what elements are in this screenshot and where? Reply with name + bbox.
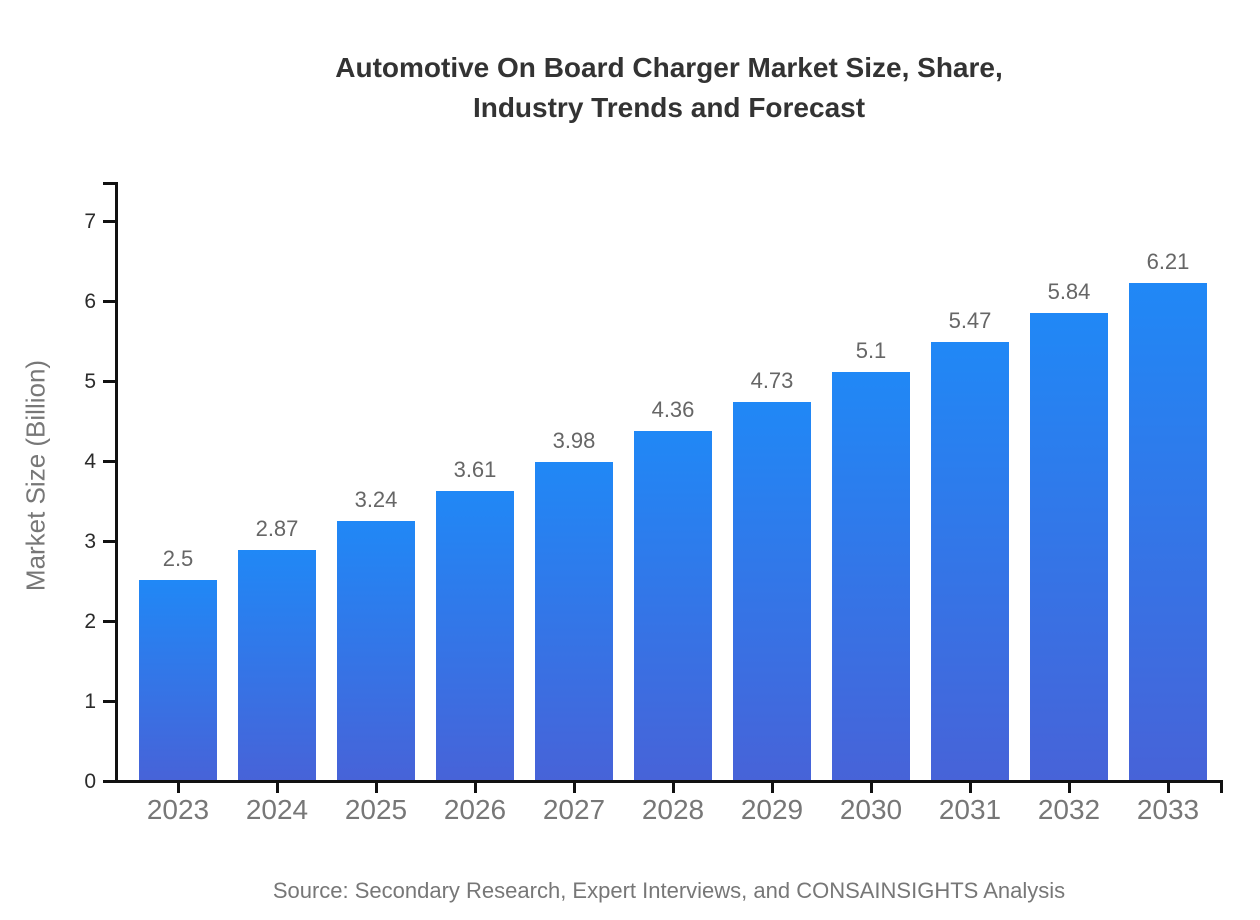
- y-axis-end-cap: [103, 182, 115, 185]
- y-tick-mark: [103, 540, 115, 543]
- bar-value-label-2027: 3.98: [552, 428, 596, 453]
- bar-value-label-2032: 5.84: [1047, 279, 1091, 304]
- x-tick-label-2031: 2031: [938, 794, 1002, 825]
- x-tick-mark: [375, 783, 378, 793]
- y-tick-mark: [103, 700, 115, 703]
- y-tick-mark: [103, 780, 115, 783]
- bar-2033: [1129, 283, 1207, 780]
- y-tick-mark: [103, 380, 115, 383]
- bar-value-label-2026: 3.61: [453, 457, 497, 482]
- y-tick-label: 5: [84, 370, 96, 393]
- x-tick-mark: [1167, 783, 1170, 793]
- y-tick-label: 2: [84, 610, 96, 633]
- x-tick-label-2033: 2033: [1136, 794, 1200, 825]
- bar-value-label-2031: 5.47: [948, 308, 992, 333]
- bar-2029: [733, 402, 811, 780]
- x-tick-label-2025: 2025: [344, 794, 408, 825]
- x-tick-label-2027: 2027: [542, 794, 606, 825]
- x-tick-mark: [276, 783, 279, 793]
- y-tick-mark: [103, 460, 115, 463]
- chart-title-line-2: Industry Trends and Forecast: [472, 92, 866, 123]
- x-tick-label-2029: 2029: [740, 794, 804, 825]
- bar-value-label-2033: 6.21: [1146, 249, 1190, 274]
- x-tick-label-2030: 2030: [839, 794, 903, 825]
- bar-value-label-2029: 4.73: [750, 368, 794, 393]
- y-tick-label: 7: [84, 210, 96, 233]
- y-tick-label: 3: [84, 530, 96, 553]
- x-tick-mark: [969, 783, 972, 793]
- source-line: Source: Secondary Research, Expert Inter…: [272, 878, 1066, 903]
- bar-2025: [337, 521, 415, 780]
- bar-value-label-2024: 2.87: [255, 516, 299, 541]
- bar-value-label-2030: 5.1: [855, 338, 887, 363]
- x-tick-mark: [771, 783, 774, 793]
- y-tick-label: 6: [84, 290, 96, 313]
- y-tick-label: 1: [84, 690, 96, 713]
- bar-2026: [436, 491, 514, 780]
- x-tick-mark: [573, 783, 576, 793]
- x-tick-mark: [870, 783, 873, 793]
- x-tick-label-2026: 2026: [443, 794, 507, 825]
- bar-2031: [931, 342, 1009, 780]
- bar-2030: [832, 372, 910, 780]
- bar-value-label-2023: 2.5: [162, 546, 194, 571]
- x-tick-label-2032: 2032: [1037, 794, 1101, 825]
- chart-title-line-1: Automotive On Board Charger Market Size,…: [335, 52, 1003, 83]
- x-tick-mark: [474, 783, 477, 793]
- y-tick-mark: [103, 220, 115, 223]
- x-tick-label-2024: 2024: [245, 794, 309, 825]
- bar-2032: [1030, 313, 1108, 780]
- bar-2028: [634, 431, 712, 780]
- bar-value-label-2028: 4.36: [651, 397, 695, 422]
- x-axis-line: [115, 780, 1223, 783]
- bar-2027: [535, 462, 613, 780]
- y-tick-mark: [103, 300, 115, 303]
- chart-title: Automotive On Board Charger Market Size,…: [116, 48, 1222, 128]
- bar-value-label-2025: 3.24: [354, 487, 398, 512]
- y-axis-line: [115, 182, 118, 783]
- bar-2024: [238, 550, 316, 780]
- x-axis-end-cap: [1220, 783, 1223, 793]
- x-tick-mark: [177, 783, 180, 793]
- bar-2023: [139, 580, 217, 780]
- x-tick-mark: [1068, 783, 1071, 793]
- y-tick-label: 0: [84, 770, 96, 793]
- x-tick-label-2028: 2028: [641, 794, 705, 825]
- x-tick-mark: [672, 783, 675, 793]
- y-tick-label: 4: [84, 450, 96, 473]
- x-tick-label-2023: 2023: [146, 794, 210, 825]
- y-tick-mark: [103, 620, 115, 623]
